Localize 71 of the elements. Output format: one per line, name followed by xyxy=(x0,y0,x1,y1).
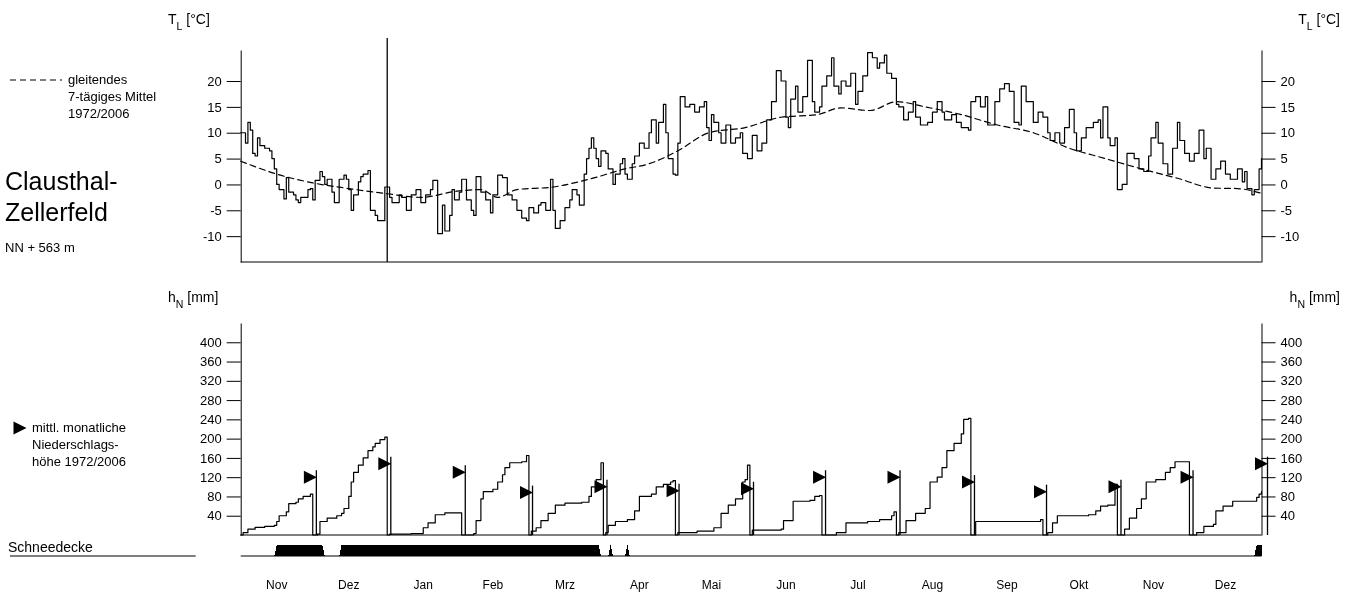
point xyxy=(378,457,392,471)
x-tick-label: Jul xyxy=(850,578,866,592)
point xyxy=(303,470,317,484)
y2-tick-label: 160 xyxy=(1280,450,1303,466)
y2-tick-label: 20 xyxy=(1280,73,1295,89)
y2-tick-label: 240 xyxy=(1280,412,1303,428)
y-tick-label: 20 xyxy=(207,73,222,89)
y2-tick-label: 200 xyxy=(1280,431,1303,447)
y-tick-label: 15 xyxy=(207,99,222,115)
x-tick-label: Jun xyxy=(776,578,796,592)
point xyxy=(961,475,975,489)
legend-label: gleitendes 7-tägiges Mittel 1972/2006 xyxy=(68,72,157,121)
y2-tick-label: 15 xyxy=(1280,99,1295,115)
legend-label: mittl. monatliche Niederschlags- höhe 1972/2006 xyxy=(32,420,126,469)
x-tick-label: Nov xyxy=(266,578,288,592)
y2-tick-label: 80 xyxy=(1280,489,1295,505)
text: NN + 563 m xyxy=(5,240,75,255)
point xyxy=(741,482,754,496)
x-tick-label: Nov xyxy=(1142,578,1165,592)
x-tick-label: Apr xyxy=(630,578,649,592)
y-tick-label: -5 xyxy=(210,202,222,218)
y2-tick-label: 400 xyxy=(1280,334,1303,350)
y-tick-label: 160 xyxy=(200,450,222,466)
x-tick-label: Sep xyxy=(996,578,1018,592)
y-tick-label: 360 xyxy=(200,354,222,370)
y-tick-label: 10 xyxy=(207,125,222,141)
y-tick-label: 240 xyxy=(200,412,222,428)
x-tick-label: Okt xyxy=(1069,578,1089,592)
y-axis-title: Schneedecke xyxy=(8,539,94,555)
point xyxy=(1255,457,1268,471)
x-tick-label: Dez xyxy=(1214,578,1237,592)
point xyxy=(594,480,608,494)
y-tick-label: 120 xyxy=(200,469,222,485)
x-tick-label: Aug xyxy=(921,578,944,592)
y-tick-label: 0 xyxy=(214,177,222,193)
y-tick-label: 80 xyxy=(207,489,222,505)
x-tick-label: Dez xyxy=(338,578,360,592)
point xyxy=(1034,485,1048,499)
y2-tick-label: 40 xyxy=(1280,508,1295,524)
point xyxy=(666,484,680,498)
y2-tick-label: -5 xyxy=(1280,202,1293,218)
y2-tick-label: 5 xyxy=(1280,151,1288,167)
x-tick-label: Mai xyxy=(701,578,722,592)
y2-axis-title: h$_{N}$ [mm] xyxy=(1289,289,1340,310)
point xyxy=(520,486,534,500)
point xyxy=(1180,470,1194,484)
point xyxy=(813,470,827,484)
point xyxy=(452,465,466,479)
y-axis-title: T$_{L}$ [°C] xyxy=(168,11,210,32)
x-tick-label: Jan xyxy=(413,578,433,592)
y2-tick-label: 320 xyxy=(1280,373,1303,389)
y-tick-label: -10 xyxy=(202,228,222,244)
y2-tick-label: 120 xyxy=(1280,469,1303,485)
y2-axis-title: T$_{L}$ [°C] xyxy=(1298,11,1340,32)
y2-tick-label: 10 xyxy=(1280,125,1295,141)
x-tick-label: Mrz xyxy=(554,578,575,592)
y-tick-label: 280 xyxy=(200,392,222,408)
y2-tick-label: -10 xyxy=(1280,228,1300,244)
y-tick-label: 40 xyxy=(207,508,222,524)
y2-tick-label: 0 xyxy=(1280,177,1288,193)
y-tick-label: 320 xyxy=(200,373,222,389)
point xyxy=(1108,480,1122,494)
x-tick-label: Feb xyxy=(482,578,504,592)
y-tick-label: 200 xyxy=(200,431,222,447)
point xyxy=(887,470,901,484)
text: Clausthal- Zellerfeld xyxy=(5,167,118,226)
y2-tick-label: 360 xyxy=(1280,354,1303,370)
y-tick-label: 5 xyxy=(214,151,222,167)
y2-tick-label: 280 xyxy=(1280,392,1303,408)
y-tick-label: 400 xyxy=(200,334,222,350)
y-axis-title: h$_{N}$ [mm] xyxy=(168,289,219,310)
